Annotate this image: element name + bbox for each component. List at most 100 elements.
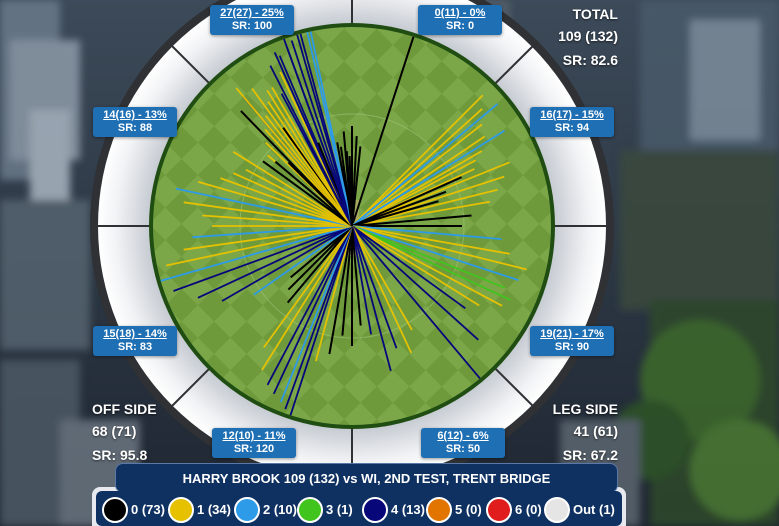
shot-line (351, 225, 372, 335)
zone-box-mid-on[interactable]: 6(12) - 6% SR: 50 (421, 428, 505, 458)
zone-strike-rate: SR: 88 (117, 122, 153, 134)
shot-line (351, 225, 413, 331)
shot-line (284, 225, 353, 410)
shot-line (159, 225, 353, 282)
shot-line (287, 161, 353, 227)
zone-box-fine-leg[interactable]: 0(11) - 0% SR: 0 (418, 5, 502, 35)
shot-line (282, 37, 353, 227)
zone-box-fine-leg-off[interactable]: 27(27) - 25% SR: 100 (210, 5, 294, 35)
leg-side-strike-rate: SR: 67.2 (562, 447, 618, 463)
zone-label: 6(12) - 6% (437, 430, 489, 442)
leg-side-runs: 41 (61) (573, 423, 618, 439)
shot-line (351, 225, 511, 301)
shot-line (309, 30, 353, 227)
shot-line (351, 176, 463, 227)
run-0-dot-icon (102, 497, 128, 523)
shot-line (351, 200, 491, 227)
shot-line (183, 225, 353, 251)
zone-box-mid-wicket[interactable]: 19(21) - 17% SR: 90 (530, 326, 614, 356)
legend-text: 1 (34) (197, 502, 231, 517)
shot-line (235, 87, 353, 227)
zone-box-mid-off[interactable]: 12(10) - 11% SR: 120 (212, 428, 296, 458)
zone-strike-rate: SR: 100 (231, 20, 273, 32)
shot-line (351, 225, 398, 349)
shot-line (351, 129, 506, 227)
shot-line (280, 93, 353, 227)
legend-text: 3 (1) (326, 502, 353, 517)
shot-line (220, 177, 353, 227)
shot-line (173, 225, 353, 292)
zone-label: 16(17) - 15% (540, 109, 604, 121)
shot-line (351, 108, 483, 227)
shot-line (351, 225, 527, 271)
shot-line (286, 225, 353, 304)
legend-text: 5 (0) (455, 502, 482, 517)
shot-line (351, 225, 413, 354)
shot-line (272, 225, 353, 395)
shot-line (328, 225, 353, 355)
legend-bar: 0 (73) 1 (34) 2 (10) 3 (1) 4 (13) 5 (0) … (96, 491, 622, 526)
shot-line (351, 225, 482, 380)
shot-line (175, 187, 353, 227)
zone-strike-rate: SR: 83 (117, 341, 153, 353)
shot-line (351, 225, 510, 255)
zone-box-square-leg[interactable]: 16(17) - 15% SR: 94 (530, 107, 614, 137)
run-2-dot-icon (234, 497, 260, 523)
shot-line (263, 225, 353, 348)
total-runs: 109 (132) (558, 28, 618, 44)
total-strike-rate: SR: 82.6 (562, 52, 618, 68)
shot-line (287, 225, 353, 291)
legend-text: 6 (0) (515, 502, 542, 517)
shot-line (232, 151, 353, 227)
shot-line (245, 168, 353, 227)
shot-line (351, 123, 483, 227)
shot-line (273, 52, 353, 227)
zone-strike-rate: SR: 90 (554, 341, 590, 353)
shot-line (345, 151, 353, 227)
shot-line (289, 225, 353, 417)
shot-line (221, 225, 353, 302)
shot-line (351, 159, 477, 227)
run-3-dot-icon (297, 497, 323, 523)
shot-line (351, 225, 480, 307)
total-stats: TOTAL 109 (132) SR: 82.6 (558, 3, 618, 71)
shot-line (192, 225, 353, 239)
off-side-stats: OFF SIDE 68 (71) SR: 95.8 (92, 398, 157, 466)
shot-line (197, 225, 353, 299)
legend-text: 2 (10) (263, 502, 297, 517)
off-side-label: OFF SIDE (92, 401, 157, 417)
shot-line (351, 225, 479, 341)
shot-line (351, 225, 502, 240)
zone-label: 15(18) - 14% (103, 328, 167, 340)
chart-title: HARRY BROOK 109 (132) vs WI, 2ND TEST, T… (115, 463, 618, 493)
shot-line (266, 89, 353, 227)
shot-line (351, 200, 439, 227)
zone-box-cover[interactable]: 15(18) - 14% SR: 83 (93, 326, 177, 356)
shot-line (351, 103, 499, 227)
zone-strike-rate: SR: 120 (233, 443, 275, 455)
shot-line (262, 160, 353, 227)
shot-line (351, 214, 472, 227)
shot-line (290, 40, 353, 227)
run-6-dot-icon (486, 497, 512, 523)
shot-line (351, 135, 486, 227)
zone-label: 0(11) - 0% (434, 7, 486, 19)
shot-line (341, 225, 353, 336)
shot-line (351, 94, 484, 227)
total-label: TOTAL (572, 6, 618, 22)
zone-box-point[interactable]: 14(16) - 13% SR: 88 (93, 107, 177, 137)
shot-line (351, 225, 466, 310)
zone-label: 19(21) - 17% (540, 328, 604, 340)
leg-side-stats: LEG SIDE 41 (61) SR: 67.2 (553, 398, 618, 466)
shot-line (197, 181, 353, 227)
shot-line (351, 190, 447, 227)
shot-line (279, 225, 353, 403)
zone-strike-rate: SR: 50 (445, 443, 481, 455)
shot-line (251, 87, 353, 227)
shot-line (296, 33, 353, 227)
zone-label: 27(27) - 25% (220, 7, 284, 19)
zone-label: 14(16) - 13% (103, 109, 167, 121)
shot-line (274, 160, 353, 227)
shot-line (261, 225, 353, 371)
shot-line (351, 225, 503, 307)
